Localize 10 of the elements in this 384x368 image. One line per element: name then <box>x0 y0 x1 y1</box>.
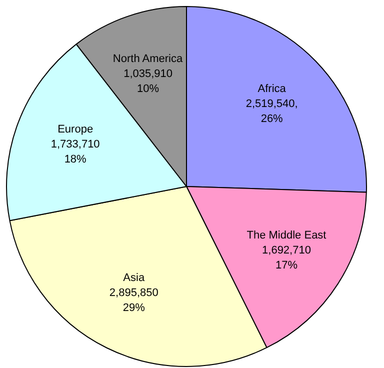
data-label: 2,895,850 29% <box>109 287 158 314</box>
slice-label: Asia <box>123 272 146 284</box>
data-label: 1,035,910 10% <box>124 68 173 96</box>
data-label: 1,692,710 17% <box>262 244 311 272</box>
slice-label: Europe <box>58 124 94 136</box>
slice-label: North America <box>112 53 184 66</box>
slice-label: Africa <box>258 82 287 95</box>
data-label: 2,519,540, 26% <box>246 98 298 125</box>
slice-label: The Middle East <box>246 230 326 242</box>
data-label: 1,733,710 18% <box>50 138 100 166</box>
